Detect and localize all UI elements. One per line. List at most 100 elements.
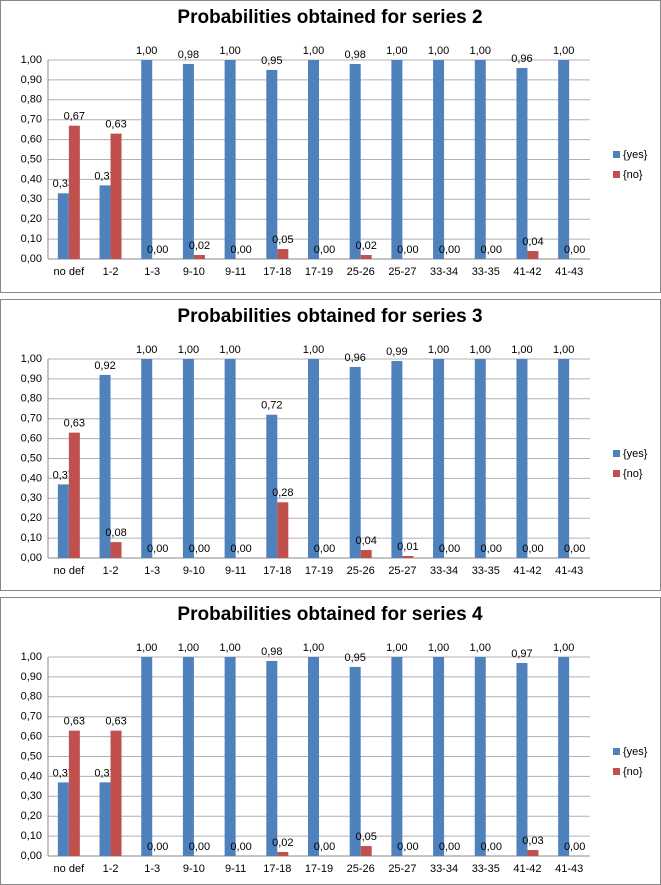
x-tick-label: 33-34 — [430, 266, 458, 278]
bar — [266, 414, 278, 558]
value-label: 0,00 — [481, 244, 502, 256]
legend-label: {no} — [623, 766, 643, 778]
value-label: 0,04 — [522, 236, 543, 248]
value-label: 0,37 — [94, 767, 115, 779]
value-label: 0,00 — [564, 244, 585, 256]
x-tick-label: 9-11 — [225, 565, 246, 577]
value-label: 0,95 — [261, 55, 282, 67]
value-label: 0,00 — [397, 841, 418, 853]
bar — [527, 251, 539, 259]
value-label: 0,01 — [397, 541, 418, 553]
legend-swatch — [613, 450, 620, 457]
legend-swatch — [613, 748, 620, 755]
value-label: 0,37 — [53, 469, 74, 481]
y-tick-label: 0,80 — [21, 691, 42, 703]
x-tick-label: 17-18 — [263, 863, 291, 875]
value-label: 0,00 — [230, 543, 251, 555]
x-tick-label: 9-11 — [225, 266, 246, 278]
legend-swatch — [613, 768, 620, 775]
bar — [360, 255, 372, 259]
bar — [516, 359, 528, 558]
x-tick-label: 1-2 — [103, 565, 119, 577]
value-label: 1,00 — [219, 642, 240, 654]
bar — [527, 850, 539, 856]
y-tick-label: 0,50 — [21, 153, 42, 165]
value-label: 0,02 — [272, 837, 293, 849]
value-label: 0,00 — [314, 543, 335, 555]
x-tick-label: 41-42 — [513, 266, 541, 278]
legend-swatch — [613, 151, 620, 158]
bar — [349, 666, 361, 856]
x-tick-label: 1-3 — [144, 863, 160, 875]
x-tick-label: no def — [54, 863, 86, 875]
bar — [68, 730, 80, 856]
y-tick-label: 0,90 — [21, 671, 42, 683]
bar — [277, 249, 289, 259]
bar — [391, 360, 403, 558]
x-tick-label: 9-10 — [183, 565, 205, 577]
bar — [110, 730, 122, 856]
value-label: 0,00 — [230, 244, 251, 256]
value-label: 1,00 — [136, 642, 157, 654]
bar — [99, 782, 111, 856]
bar — [474, 657, 486, 856]
value-label: 0,63 — [64, 716, 85, 728]
y-tick-label: 0,50 — [21, 452, 42, 464]
y-tick-label: 0,40 — [21, 472, 42, 484]
bar — [516, 67, 528, 260]
value-label: 0,00 — [564, 543, 585, 555]
bar — [391, 60, 403, 259]
x-tick-label: 9-10 — [183, 863, 205, 875]
y-tick-label: 0,00 — [21, 850, 42, 862]
legend-swatch — [613, 470, 620, 477]
value-label: 0,00 — [189, 543, 210, 555]
bar — [391, 657, 403, 856]
y-tick-label: 0,20 — [21, 810, 42, 822]
value-label: 1,00 — [178, 344, 199, 356]
bar — [57, 782, 69, 856]
x-tick-label: 33-35 — [472, 266, 500, 278]
x-tick-label: 25-26 — [347, 863, 375, 875]
bar — [558, 359, 570, 558]
x-tick-label: 25-26 — [347, 565, 375, 577]
value-label: 1,00 — [386, 45, 407, 57]
y-tick-label: 0,70 — [21, 711, 42, 723]
x-tick-label: 33-35 — [472, 863, 500, 875]
value-label: 1,00 — [553, 344, 574, 356]
y-tick-label: 0,60 — [21, 731, 42, 743]
value-label: 0,00 — [439, 543, 460, 555]
x-tick-label: 33-34 — [430, 863, 458, 875]
value-label: 0,37 — [94, 170, 115, 182]
value-label: 0,97 — [511, 648, 532, 660]
value-label: 0,03 — [522, 835, 543, 847]
value-label: 0,92 — [94, 360, 115, 372]
y-tick-label: 0,30 — [21, 790, 42, 802]
x-tick-label: 17-19 — [305, 266, 333, 278]
y-tick-label: 0,40 — [21, 173, 42, 185]
bar — [266, 69, 278, 259]
value-label: 0,00 — [147, 841, 168, 853]
value-label: 1,00 — [303, 344, 324, 356]
bar — [558, 657, 570, 856]
value-label: 0,28 — [272, 487, 293, 499]
y-tick-label: 0,40 — [21, 770, 42, 782]
value-label: 1,00 — [303, 45, 324, 57]
value-label: 0,72 — [261, 400, 282, 412]
bar — [474, 359, 486, 558]
bar — [182, 63, 194, 260]
y-tick-label: 1,00 — [21, 651, 42, 663]
value-label: 0,08 — [105, 527, 126, 539]
bar — [277, 502, 289, 558]
value-label: 0,00 — [439, 841, 460, 853]
x-tick-label: 17-18 — [263, 266, 291, 278]
bar — [516, 662, 528, 856]
value-label: 1,00 — [136, 344, 157, 356]
value-label: 0,63 — [105, 716, 126, 728]
value-label: 0,33 — [53, 178, 74, 190]
bar — [68, 125, 80, 259]
bar — [57, 484, 69, 558]
x-tick-label: 1-3 — [144, 266, 160, 278]
y-tick-label: 0,80 — [21, 393, 42, 405]
y-tick-label: 1,00 — [21, 54, 42, 66]
value-label: 1,00 — [303, 642, 324, 654]
